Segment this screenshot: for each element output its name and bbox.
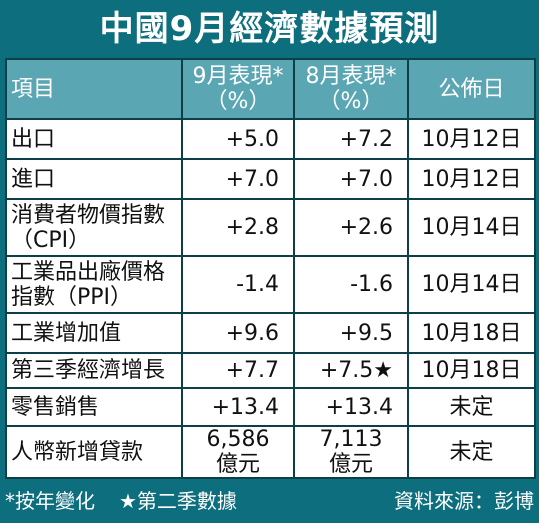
table-cell: -1.4 <box>181 255 295 314</box>
table-cell: +2.8 <box>181 198 295 257</box>
table-cell: 第三季經濟增長 <box>5 352 183 389</box>
table-cell: 10月18日 <box>407 312 536 354</box>
table-cell: 零售銷售 <box>5 387 183 427</box>
header-row: 項目 9月表現* （%） 8月表現* （%） 公佈日 <box>5 58 536 120</box>
table-cell: -1.6 <box>293 255 409 314</box>
cell-line: （CPI） <box>11 227 91 253</box>
table-row: 零售銷售 +13.4 +13.4 未定 <box>5 387 536 427</box>
table-cell: 消費者物價指數 （CPI） <box>5 198 183 257</box>
table-cell: +5.0 <box>181 118 295 160</box>
table-row: 出口 +5.0 +7.2 10月12日 <box>5 118 536 160</box>
table-row: 消費者物價指數 （CPI） +2.8 +2.6 10月14日 <box>5 198 536 257</box>
source: 資料來源：彭博 <box>394 489 534 513</box>
table-row: 工業品出廠價格 指數（PPI） -1.4 -1.6 10月14日 <box>5 255 536 314</box>
table-cell: 工業增加值 <box>5 312 183 354</box>
note: *按年變化 <box>5 489 95 513</box>
table-cell: 出口 <box>5 118 183 160</box>
table-cell: +7.5★ <box>293 352 409 389</box>
table-row: 人幣新增貸款 6,586 億元 7,113 億元 未定 <box>5 425 536 479</box>
table-cell: 10月12日 <box>407 118 536 160</box>
table-cell: 人幣新增貸款 <box>5 425 183 479</box>
cell-line: 工業品出廠價格 <box>11 259 166 285</box>
table-cell: +9.6 <box>181 312 295 354</box>
cell-line: 8月表現* <box>305 64 397 89</box>
note: ★第二季數據 <box>119 489 237 513</box>
table-cell: +9.5 <box>293 312 409 354</box>
table-cell: 10月14日 <box>407 255 536 314</box>
cell-line: 億元 <box>215 452 260 477</box>
table-cell: +7.0 <box>293 158 409 200</box>
table-cell: 10月18日 <box>407 352 536 389</box>
table-cell: 10月14日 <box>407 198 536 257</box>
cell-line: 消費者物價指數 <box>11 202 166 228</box>
header-cell: 9月表現* （%） <box>181 58 295 120</box>
table-cell: +7.2 <box>293 118 409 160</box>
table-cell: 6,586 億元 <box>181 425 295 479</box>
header-cell: 8月表現* （%） <box>293 58 409 120</box>
table-row: 工業增加值 +9.6 +9.5 10月18日 <box>5 312 536 354</box>
table-row: 進口 +7.0 +7.0 10月12日 <box>5 158 536 200</box>
table-cell: +7.7 <box>181 352 295 389</box>
title: 中國9月經濟數據預測 <box>99 9 440 49</box>
cell-line: 9月表現* <box>192 64 284 89</box>
table-cell: 進口 <box>5 158 183 200</box>
cell-line: 指數（PPI） <box>11 284 133 310</box>
header-cell: 公佈日 <box>407 58 536 120</box>
table-body: 出口 +5.0 +7.2 10月12日 進口 +7.0 +7.0 10月12日 消費者物價指數（… <box>5 118 536 479</box>
cell-line: 億元 <box>328 452 373 477</box>
table-cell: +2.6 <box>293 198 409 257</box>
cell-line: （%） <box>318 89 384 114</box>
table: 項目 9月表現* （%） 8月表現* （%） 公佈日 出口 +5.0 +7.2 10月12日 進口… <box>5 58 536 479</box>
table-cell: 7,113 億元 <box>293 425 409 479</box>
table-cell: +13.4 <box>181 387 295 427</box>
header-cell: 項目 <box>5 58 183 120</box>
table-row: 第三季經濟增長 +7.7 +7.5★ 10月18日 <box>5 352 536 389</box>
cell-line: （%） <box>205 89 271 114</box>
table-cell: 10月12日 <box>407 158 536 200</box>
cell-line: 7,113 <box>319 427 383 452</box>
table-cell: 未定 <box>407 425 536 479</box>
table-cell: +13.4 <box>293 387 409 427</box>
table-cell: 未定 <box>407 387 536 427</box>
table-cell: +7.0 <box>181 158 295 200</box>
table-cell: 工業品出廠價格 指數（PPI） <box>5 255 183 314</box>
footer: *按年變化 ★第二季數據 資料來源：彭博 <box>5 479 534 523</box>
cell-line: 6,586 <box>206 427 270 452</box>
